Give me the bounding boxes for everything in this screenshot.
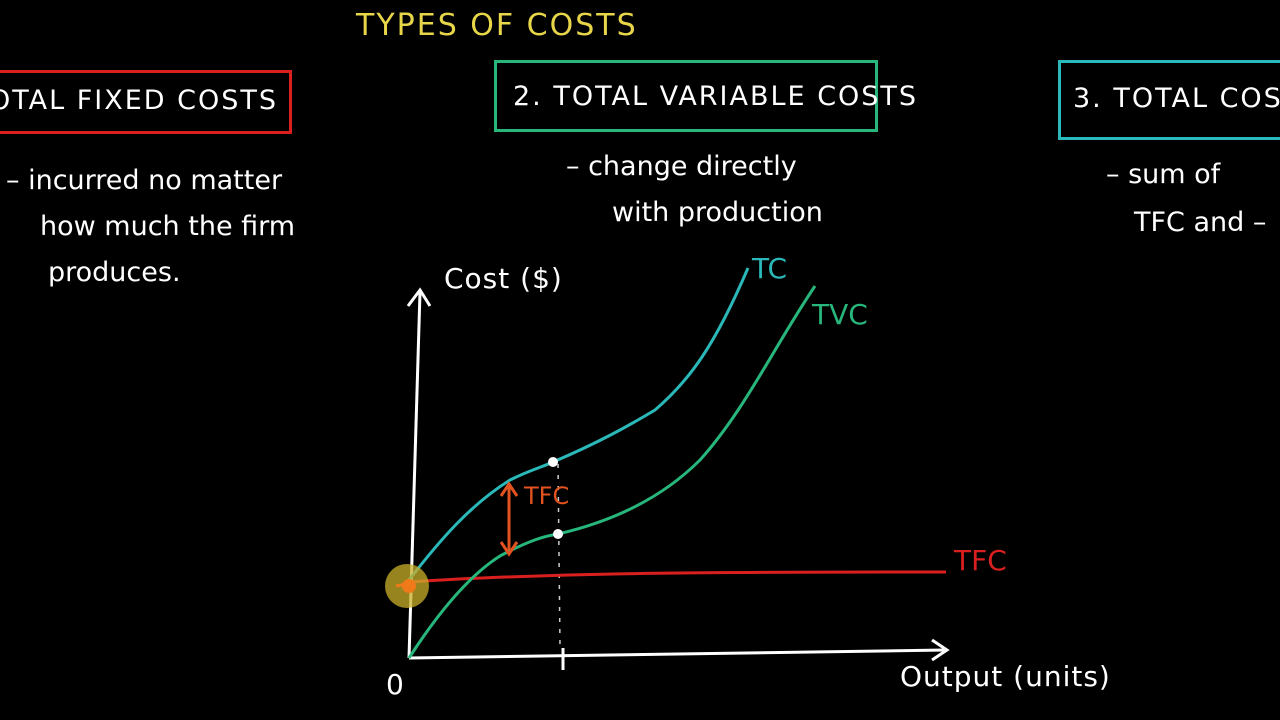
total-costs-box: 3. TOTAL COSTS [1058, 60, 1280, 140]
tc-point [548, 457, 558, 467]
x-axis-arrowhead [931, 638, 950, 662]
fixed-note-line-2: how much the firm [40, 211, 296, 242]
cursor-mark [395, 581, 413, 588]
fixed-note-line-1: – incurred no matter [6, 165, 283, 196]
total-variable-costs-label: 2. TOTAL VARIABLE COSTS [513, 81, 919, 112]
page-title: TYPES OF COSTS [356, 8, 638, 43]
total-costs-label: 3. TOTAL COSTS [1073, 83, 1280, 114]
output-dashed-line [557, 463, 561, 647]
tfc-gap-label: TFC [524, 482, 570, 510]
x-axis-label: Output (units) [900, 660, 1111, 693]
tvc-curve-label: TVC [812, 298, 868, 331]
origin-label: 0 [386, 668, 404, 701]
total-fixed-costs-box: OTAL FIXED COSTS [0, 70, 292, 134]
fixed-note-line-3: produces. [48, 257, 181, 288]
variable-note-line-2: with production [612, 197, 823, 228]
total-variable-costs-box: 2. TOTAL VARIABLE COSTS [494, 60, 916, 132]
tfc-gap-arrowhead-top [499, 481, 519, 497]
tc-curve [407, 267, 750, 581]
tfc-line [408, 570, 947, 584]
cursor-dot [402, 579, 416, 593]
tvc-point [553, 529, 563, 539]
total-fixed-costs-label: OTAL FIXED COSTS [0, 85, 279, 116]
tfc-gap-arrowhead-bottom [499, 541, 519, 557]
tvc-curve [407, 285, 817, 659]
tfc-line-label: TFC [954, 544, 1007, 577]
total-note-line-1: – sum of [1106, 159, 1221, 190]
total-note-line-2: TFC and – [1134, 207, 1267, 238]
tc-curve-label: TC [752, 252, 788, 285]
variable-note-line-1: – change directly [566, 151, 797, 182]
y-axis-arrowhead [406, 287, 432, 307]
x-axis [408, 648, 946, 660]
y-axis-label: Cost ($) [444, 262, 563, 295]
